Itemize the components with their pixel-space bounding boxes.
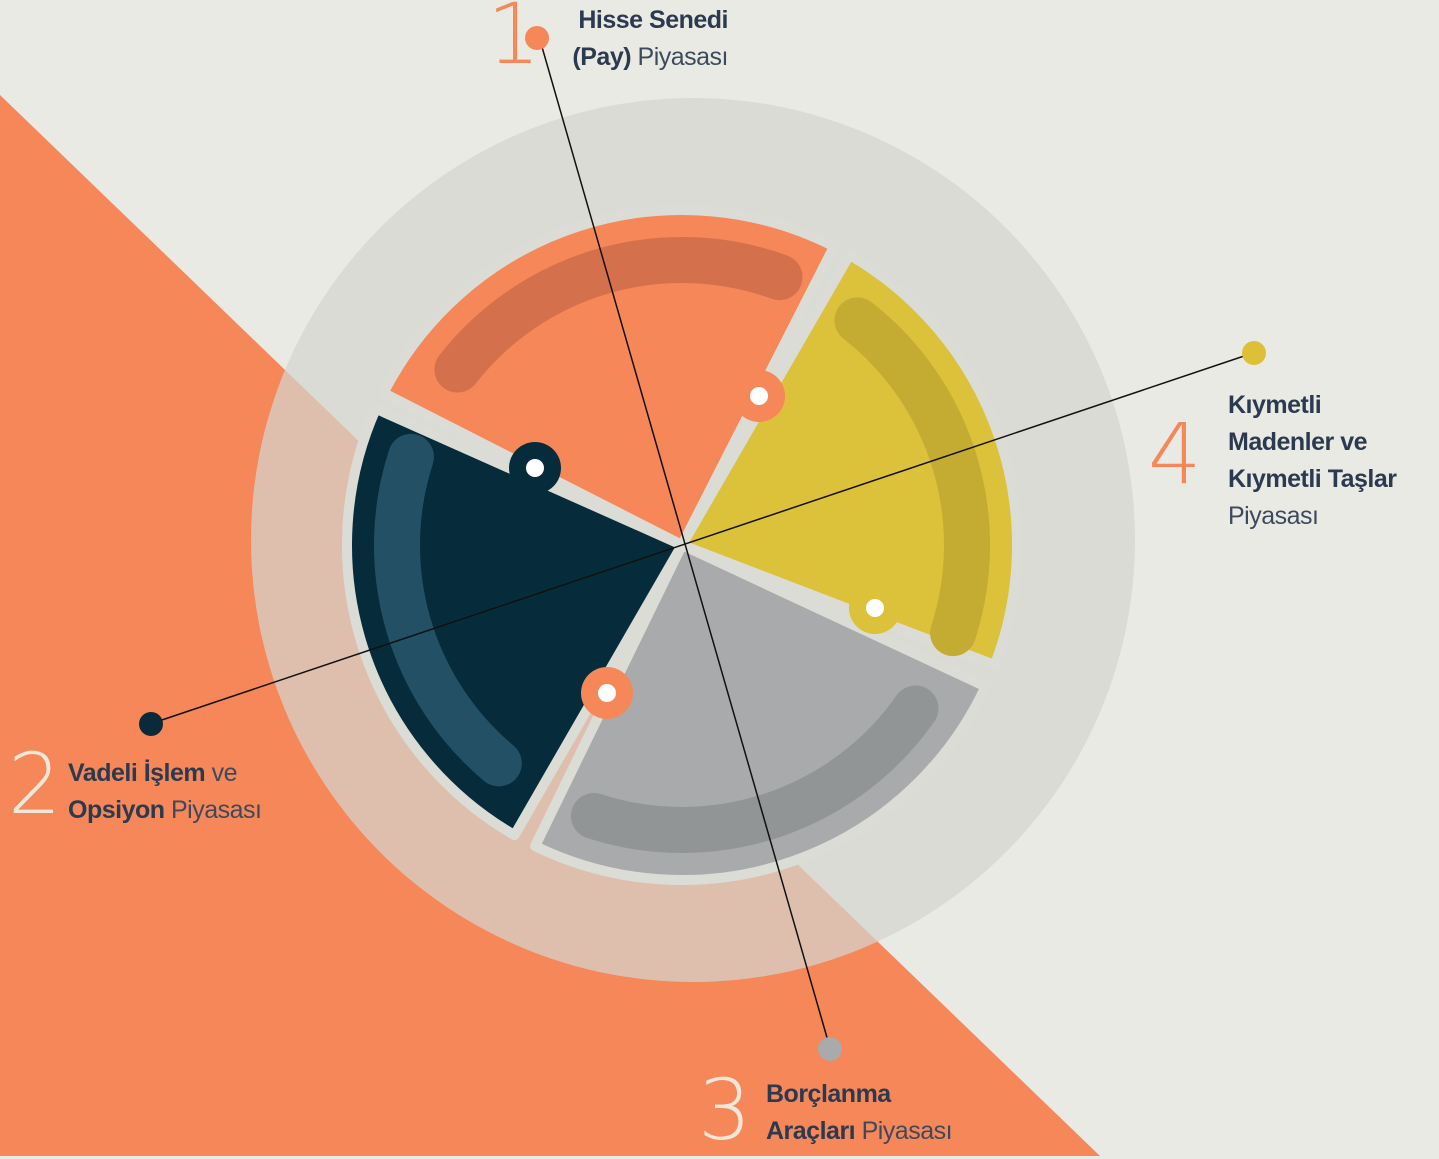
- label-line: Borçlanma: [766, 1076, 952, 1113]
- label-line: Piyasası: [1228, 498, 1397, 535]
- label-regular: ve: [212, 759, 237, 787]
- label-bold: Kıymetli Taşlar: [1228, 465, 1397, 493]
- knob-hole: [750, 387, 768, 405]
- item-number: 1: [487, 0, 540, 76]
- knob-hole: [866, 599, 884, 617]
- label-line: Madenler ve: [1228, 424, 1397, 461]
- knob-hole: [598, 684, 616, 702]
- label-bold: Vadeli İşlem: [68, 759, 205, 787]
- label-line: (Pay) Piyasası: [560, 39, 728, 76]
- label-bold: Kıymetli: [1228, 391, 1321, 419]
- label-bold: (Pay): [572, 43, 631, 71]
- label-bold: Madenler ve: [1228, 428, 1367, 456]
- label-bold: Borçlanma: [766, 1080, 891, 1108]
- label-bold: Araçları: [766, 1117, 855, 1145]
- dot: [818, 1037, 842, 1061]
- dot: [139, 712, 163, 736]
- label-bold: Opsiyon: [68, 796, 165, 824]
- label-line: Kıymetli: [1228, 387, 1397, 424]
- item-number: 3: [698, 1068, 751, 1152]
- label-line: Vadeli İşlem ve: [68, 755, 261, 792]
- label-line: Kıymetli Taşlar: [1228, 461, 1397, 498]
- label-line: Araçları Piyasası: [766, 1113, 952, 1150]
- item-label: Hisse Senedi (Pay) Piyasası: [560, 2, 728, 76]
- label-bold: Hisse Senedi: [578, 6, 728, 34]
- item-label: Borçlanma Araçları Piyasası: [766, 1076, 952, 1150]
- label-regular: Piyasası: [638, 43, 728, 71]
- dot: [1242, 341, 1266, 365]
- knob-hole: [526, 459, 544, 477]
- label-line: Hisse Senedi: [560, 2, 728, 39]
- diagram: [0, 0, 1439, 1156]
- label-regular: Piyasası: [862, 1117, 952, 1145]
- label-regular: Piyasası: [1228, 502, 1318, 530]
- label-regular: Piyasası: [171, 796, 261, 824]
- item-label: Kıymetli Madenler ve Kıymetli Taşlar Piyasa…: [1228, 387, 1397, 535]
- page: 1 Hisse Senedi (Pay) Piyasası 2Vadeli İşlem…: [0, 0, 1439, 1156]
- item-number: 4: [1148, 412, 1201, 496]
- label-line: Opsiyon Piyasası: [68, 792, 261, 829]
- item-number: 2: [8, 742, 61, 826]
